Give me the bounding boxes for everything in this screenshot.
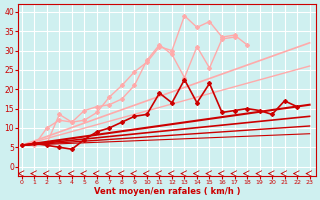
X-axis label: Vent moyen/en rafales ( km/h ): Vent moyen/en rafales ( km/h )	[94, 187, 240, 196]
